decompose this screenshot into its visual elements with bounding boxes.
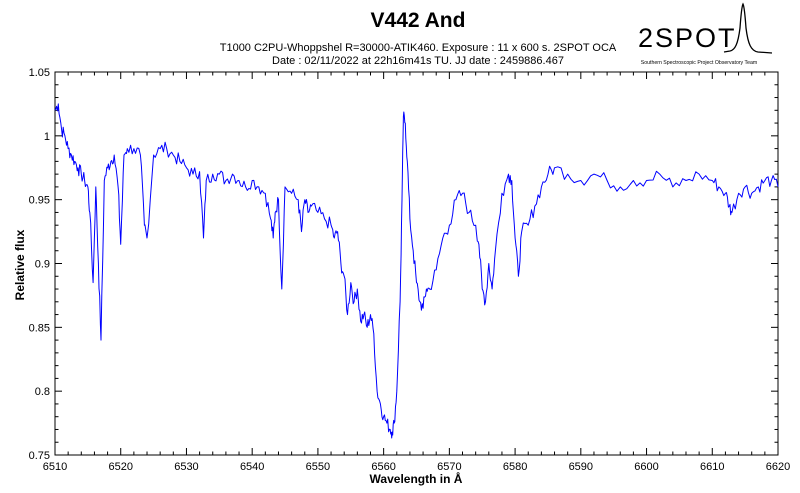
chart-subtitle-line1: T1000 C2PU-Whoppshel R=30000-ATIK460. Ex…: [220, 42, 617, 54]
logo-emission-line-icon: [723, 2, 773, 54]
y-tick-label: 0.95: [29, 195, 50, 207]
logo-tagline: Southern Spectroscopic Project Observato…: [641, 60, 757, 66]
spectrum-series-line: [54, 103, 779, 439]
y-tick-label: 1.05: [29, 67, 50, 79]
x-tick-label: 6620: [766, 461, 790, 473]
x-tick-label: 6600: [634, 461, 658, 473]
x-tick-label: 6530: [174, 461, 198, 473]
chart-title: V442 And: [371, 9, 466, 32]
y-tick-label: 1: [44, 131, 50, 143]
x-tick-label: 6570: [437, 461, 461, 473]
plot-area: 6510 6520 6530 6540 6550 6560 6570 6580 6590 6600…: [29, 67, 791, 473]
logo-wordmark: 2SPOT: [638, 23, 737, 53]
y-axis-label: Relative flux: [13, 229, 27, 300]
plot-frame: [54, 71, 779, 456]
y-tick-label: 0.8: [35, 386, 50, 398]
y-tick-label: 0.85: [29, 322, 50, 334]
x-tick-label: 6590: [569, 461, 593, 473]
y-tick-label: 0.75: [29, 450, 50, 462]
x-tick-label: 6560: [371, 461, 395, 473]
chart-subtitle-line2: Date : 02/11/2022 at 22h16m41s TU. JJ da…: [272, 55, 564, 67]
x-axis-label: Wavelength in Å: [370, 471, 463, 486]
x-tick-label: 6540: [240, 461, 264, 473]
x-tick-label: 6580: [503, 461, 527, 473]
x-tick-label: 6550: [306, 461, 330, 473]
x-tick-label: 6520: [108, 461, 132, 473]
y-tick-label: 0.9: [35, 259, 50, 271]
x-tick-label: 6610: [700, 461, 724, 473]
x-tick-label: 6510: [43, 461, 67, 473]
2spot-logo: 2SPOT Southern Spectroscopic Project Obs…: [638, 2, 773, 66]
